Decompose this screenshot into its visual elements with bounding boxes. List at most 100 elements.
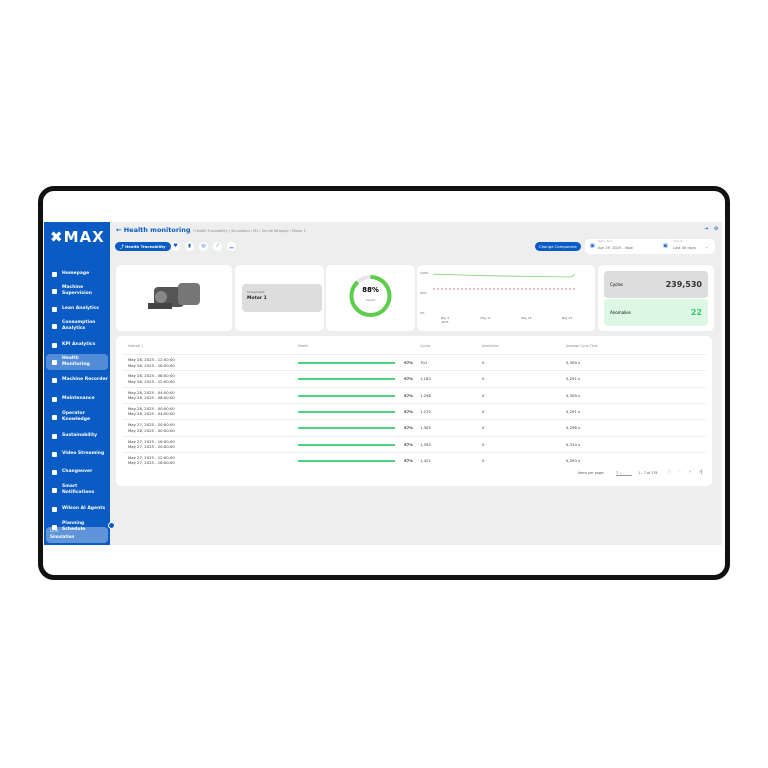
sidebar-item-label: Video Streaming: [62, 450, 105, 456]
target-icon[interactable]: ◎: [199, 242, 208, 251]
sidebar-item-homepage[interactable]: Homepage: [46, 266, 108, 282]
component-card: Component Motor 1: [235, 265, 324, 331]
first-page-button[interactable]: |‹: [668, 469, 672, 475]
last-page-button[interactable]: ›|: [699, 469, 703, 475]
nav-icon: [52, 288, 57, 294]
table-row[interactable]: May 27, 2025 - 16:00:00 May 27, 2025 - 20…: [122, 435, 706, 452]
header-avg-cycle-time: Average Cycle Time: [566, 344, 598, 348]
sidebar-item-smart-notifications[interactable]: Smart Notifications: [46, 482, 108, 498]
health-bar: [298, 362, 395, 364]
table-row[interactable]: May 28, 2025 - 00:00:00 May 28, 2025 - 04…: [122, 402, 706, 419]
interval-cell: May 27, 2025 - 16:00:00 May 27, 2025 - 20…: [128, 438, 175, 450]
prev-page-button[interactable]: ‹: [679, 469, 681, 475]
health-bar: [298, 427, 395, 430]
sidebar-item-maintenance[interactable]: Maintenance: [46, 391, 108, 407]
sidebar-item-changeover[interactable]: Changeover: [46, 464, 108, 480]
interval-cell: May 28, 2025 - 12:00:00 May 28, 2025 - 16…: [128, 357, 175, 368]
sidebar-item-label: Health Monitoring: [62, 355, 90, 368]
sidebar-item-operator-knowledge[interactable]: Operator Knowledge: [46, 409, 108, 425]
sidebar-item-planning-schedule[interactable]: Planning Schedule: [46, 519, 108, 535]
table-row[interactable]: May 28, 2025 - 12:00:00 May 28, 2025 - 16…: [122, 354, 706, 370]
logout-icon[interactable]: ⇥: [704, 226, 709, 232]
sidebar-item-sustainability[interactable]: Sustainability: [46, 428, 108, 444]
health-trend-card: 100% 50% 0% May 4 2025 May 11 May 18 May 25: [417, 265, 595, 331]
nav-icon: [52, 469, 57, 475]
bar-chart-icon[interactable]: ▮: [185, 242, 194, 251]
interval-cell: May 28, 2025 - 08:00:00 May 28, 2025 - 12…: [128, 373, 175, 384]
line-chart-icon[interactable]: ⟋: [213, 242, 222, 251]
y-tick-label: 0%: [420, 311, 425, 315]
avg-cycle-time-cell: 5,293 s: [566, 457, 581, 463]
heart-icon[interactable]: ♥: [171, 242, 180, 251]
cycles-cell: 1,182: [420, 376, 431, 382]
sidebar-item-lean-analytics[interactable]: Lean Analytics: [46, 301, 108, 317]
header-interval[interactable]: Interval ↓: [128, 344, 144, 348]
table-row[interactable]: May 27, 2025 - 12:00:00 May 27, 2025 - 16…: [122, 451, 706, 468]
nav-icon: [52, 487, 57, 493]
date-filter[interactable]: ▣ Start - End Apr 29, 2025 - Now ▣ Inter…: [585, 239, 715, 254]
sidebar-item-label: Changeover: [62, 468, 93, 474]
sidebar-item-label: Homepage: [62, 270, 90, 276]
sidebar-item-label: Maintenance: [62, 395, 95, 401]
items-per-page-label: Items per page:: [578, 471, 605, 475]
avg-cycle-time-cell: 5,291 s: [566, 376, 581, 382]
nav-icon: [52, 271, 57, 277]
line-selector[interactable]: Line Simulation: [46, 527, 108, 543]
health-series-line: [432, 273, 576, 278]
sidebar-item-consumption-analytics[interactable]: Consumption Analytics: [46, 318, 108, 334]
sidebar-item-health-monitoring[interactable]: Health Monitoring: [46, 354, 108, 370]
change-component-button[interactable]: Change Component: [535, 242, 581, 251]
cycles-cell: 1,421: [420, 457, 431, 463]
table-row[interactable]: May 28, 2025 - 04:00:00 May 28, 2025 - 08…: [122, 386, 706, 403]
x-tick-label: May 25: [562, 316, 572, 320]
anomalies-cell: 0: [482, 408, 485, 414]
component-field: Component Motor 1: [242, 284, 322, 312]
stats-card: Cycles 239,530 Anomalies 22: [598, 265, 714, 331]
nav-icon: [52, 306, 57, 312]
cycles-cell: 1,298: [420, 392, 431, 398]
health-table: Interval ↓ Health Cycles Anomalies Avera…: [116, 336, 712, 486]
sidebar-item-label: Machine Recorder: [62, 376, 108, 382]
health-cell: 97%: [404, 392, 414, 398]
sidebar-item-label: KPI Analytics: [62, 341, 96, 347]
health-value: 88%: [362, 286, 379, 294]
x-tick-label: May 11: [481, 316, 491, 320]
health-cell: 97%: [404, 441, 414, 447]
sidebar-item-machine-supervision[interactable]: Machine Supervision: [46, 283, 108, 299]
collapse-sidebar-button[interactable]: [108, 522, 115, 529]
avg-cycle-time-cell: 5,291 s: [566, 408, 581, 414]
interval-cell: May 28, 2025 - 04:00:00 May 28, 2025 - 08…: [128, 389, 175, 401]
nav-icon: [52, 342, 57, 348]
x-tick-label: May 18: [521, 316, 531, 320]
tab-health-traceability[interactable]: ⤴ Health Traceability: [115, 242, 171, 251]
app-window: ✖MAX Homepage Machine Supervision Lean Ana…: [44, 222, 722, 545]
avg-cycle-time-cell: 5,296 s: [566, 425, 581, 431]
nav-icon: [52, 524, 57, 530]
interval-cell: May 27, 2025 - 12:00:00 May 27, 2025 - 16…: [128, 454, 175, 466]
x-tick-label: 2025: [441, 320, 448, 324]
table-row[interactable]: May 27, 2025 - 20:00:00 May 28, 2025 - 00…: [122, 419, 706, 435]
calendar-icon: ▣: [590, 243, 595, 249]
sidebar-item-label: Planning Schedule: [62, 520, 86, 533]
nav-icon: [52, 506, 57, 512]
sidebar-item-machine-recorder[interactable]: Machine Recorder: [46, 372, 108, 388]
y-tick-label: 100%: [420, 271, 429, 275]
interval-select[interactable]: Last 30 days: [673, 246, 696, 250]
area-chart-icon[interactable]: ▁: [227, 242, 236, 251]
settings-icon[interactable]: ⚙: [714, 226, 719, 232]
anomalies-cell: 0: [482, 392, 485, 398]
back-arrow-icon[interactable]: ←: [116, 226, 124, 234]
next-page-button[interactable]: ›: [689, 469, 691, 475]
cycles-cell: 1,305: [420, 425, 431, 431]
sidebar-item-label: Machine Supervision: [62, 284, 92, 297]
table-row[interactable]: May 28, 2025 - 08:00:00 May 28, 2025 - 12…: [122, 370, 706, 386]
breadcrumb: / Health Traceability / Simulation / M1 …: [192, 229, 306, 233]
sidebar-item-video-streaming[interactable]: Video Streaming: [46, 446, 108, 462]
cycles-cell: 1,350: [420, 441, 431, 447]
sidebar-item-wilson-ai-agents[interactable]: Wilson AI Agents: [46, 501, 108, 517]
nav-icon: [52, 396, 57, 402]
sidebar-item-kpi-analytics[interactable]: KPI Analytics: [46, 337, 108, 353]
items-per-page-select[interactable]: 7 ⌄: [616, 471, 632, 476]
page-title: ← Health monitoring / Health Traceabilit…: [116, 226, 306, 234]
